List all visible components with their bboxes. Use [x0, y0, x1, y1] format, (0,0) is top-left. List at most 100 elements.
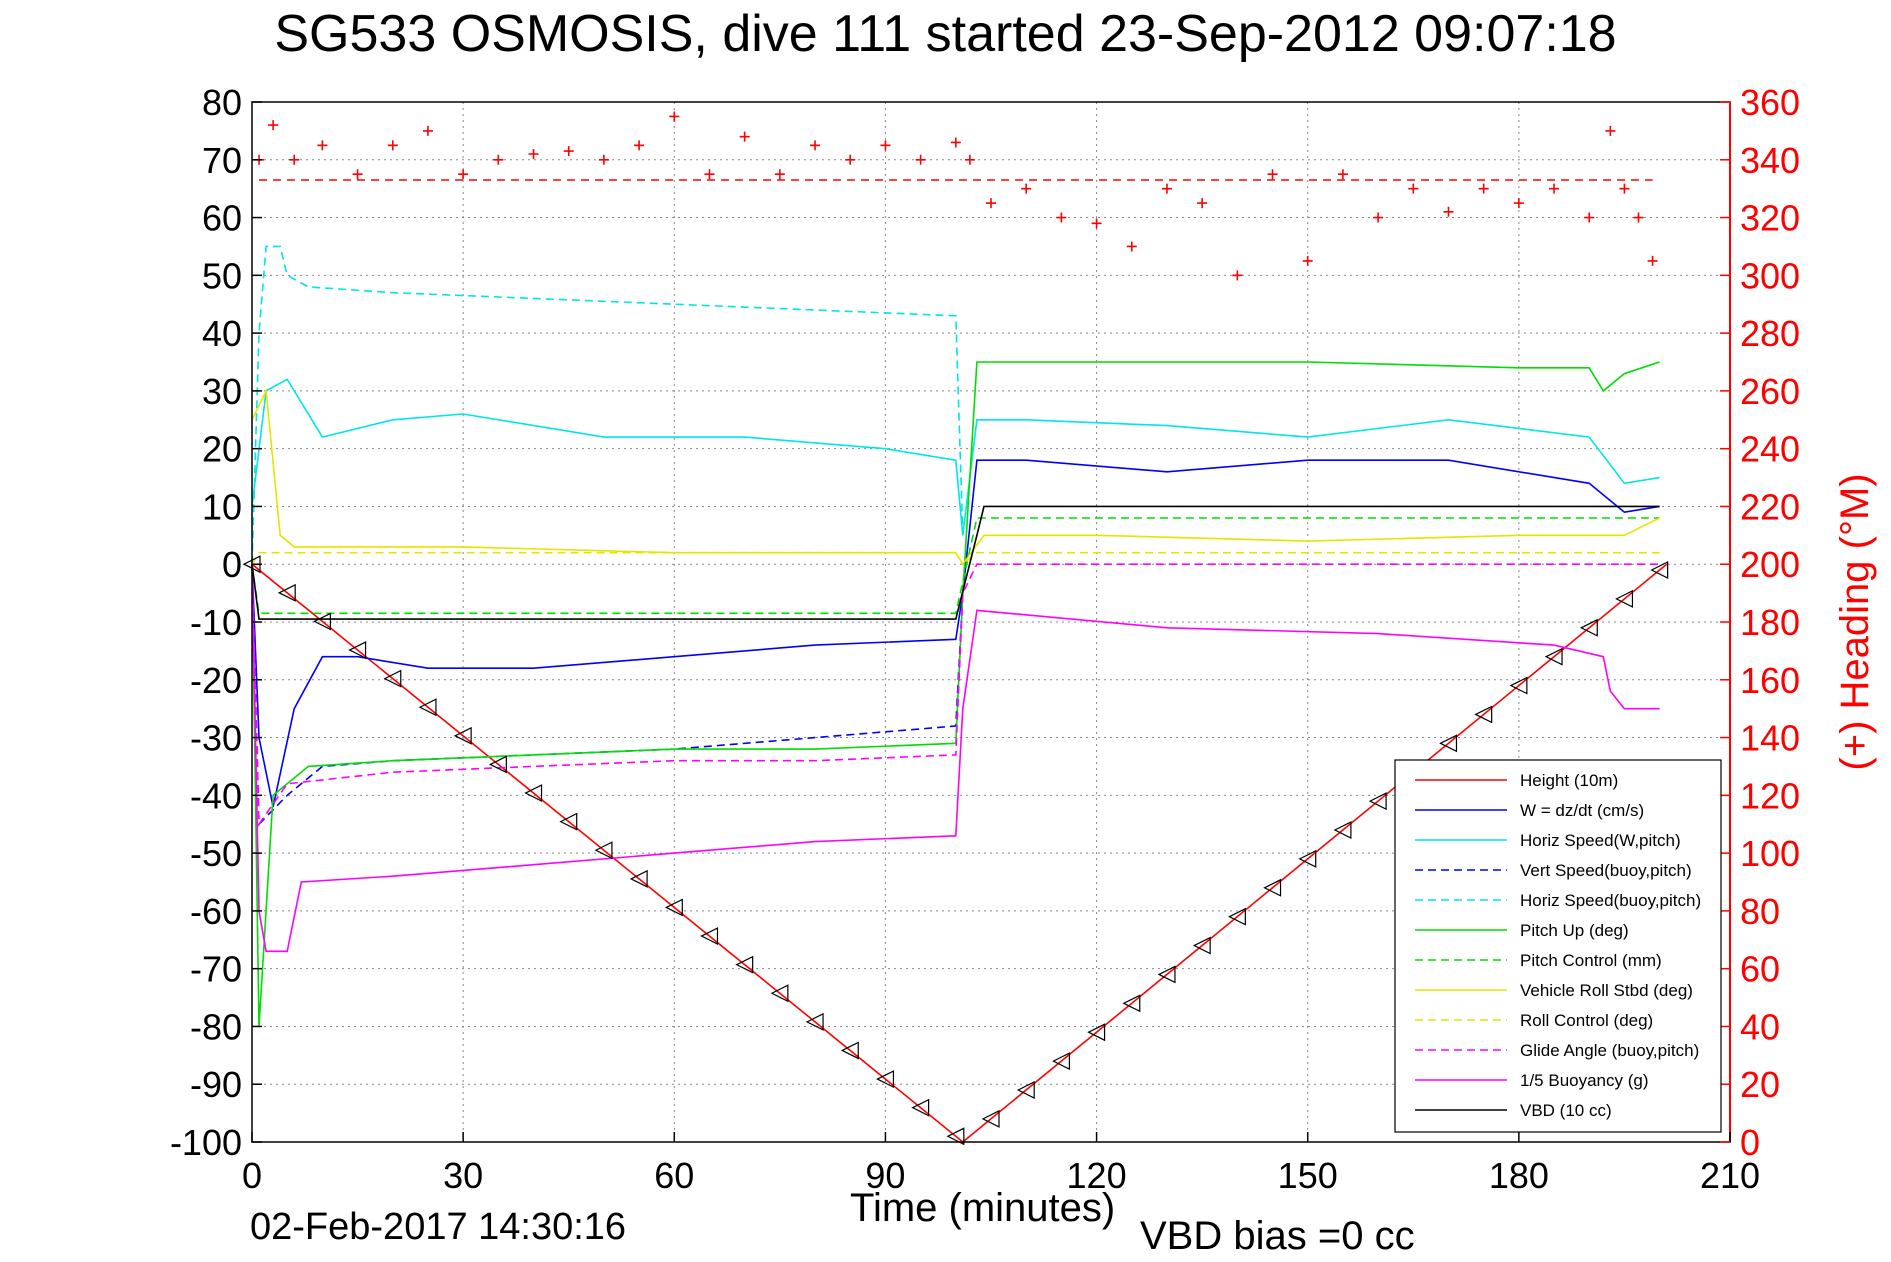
- legend-label: Glide Angle (buoy,pitch): [1520, 1041, 1699, 1060]
- footer-vbd-bias: VBD bias =0 cc: [1140, 1214, 1415, 1258]
- height-marker: [1087, 1023, 1106, 1042]
- height-marker: [1192, 936, 1211, 955]
- y2-tick-label: 220: [1740, 486, 1800, 527]
- heading-point: [528, 149, 539, 159]
- height-marker: [805, 1012, 824, 1031]
- heading-point: [352, 169, 363, 180]
- y2-tick-label: 180: [1740, 602, 1800, 643]
- series-line-7: [251, 388, 1660, 566]
- height-marker: [453, 726, 472, 745]
- heading-point: [1584, 212, 1595, 223]
- height-marker: [840, 1041, 859, 1060]
- legend-label: Pitch Control (mm): [1520, 951, 1662, 970]
- y2-tick-label: 0: [1740, 1122, 1760, 1163]
- height-marker: [1439, 734, 1458, 753]
- height-marker: [1157, 965, 1176, 984]
- x-tick-label: 210: [1700, 1155, 1760, 1196]
- heading-point: [810, 140, 821, 151]
- x-tick-label: 30: [443, 1155, 483, 1196]
- heading-point: [598, 154, 609, 165]
- height-marker: [1509, 676, 1528, 695]
- y2-tick-label: 200: [1740, 544, 1800, 585]
- legend-label: Vert Speed(buoy,pitch): [1520, 861, 1692, 880]
- y-tick-label: -20: [190, 660, 242, 701]
- y2-tick-label: 260: [1740, 371, 1800, 412]
- height-marker: [277, 583, 296, 602]
- height-marker: [1227, 907, 1246, 926]
- heading-point: [1091, 218, 1102, 229]
- heading-point: [422, 125, 433, 136]
- y2-tick-label: 320: [1740, 198, 1800, 239]
- heading-point: [289, 154, 300, 165]
- x-tick-label: 180: [1489, 1155, 1549, 1196]
- series-line-11: [251, 505, 1660, 620]
- heading-point: [964, 154, 975, 165]
- y2-tick-label: 160: [1740, 660, 1800, 701]
- legend-label: W = dz/dt (cm/s): [1520, 801, 1644, 820]
- y-tick-label: 20: [202, 429, 242, 470]
- y2-tick-label: 300: [1740, 255, 1800, 296]
- heading-point: [563, 146, 574, 157]
- height-marker: [1544, 647, 1563, 666]
- series-line-2: [251, 378, 1660, 536]
- series-line-9: [251, 563, 1660, 827]
- y-tick-label: 70: [202, 140, 242, 181]
- heading-point: [1513, 198, 1524, 209]
- height-marker: [981, 1109, 1000, 1128]
- height-marker: [1016, 1081, 1035, 1099]
- height-marker: [1263, 878, 1282, 897]
- heading-point: [268, 120, 279, 131]
- heading-point: [387, 140, 398, 151]
- heading-point: [739, 131, 750, 142]
- x-tick-label: 150: [1278, 1155, 1338, 1196]
- height-marker: [559, 812, 578, 831]
- heading-point: [1478, 183, 1489, 194]
- heading-point: [1549, 183, 1560, 194]
- heading-point: [915, 154, 926, 165]
- heading-point: [1161, 183, 1172, 194]
- height-marker: [700, 927, 719, 946]
- height-marker: [313, 612, 331, 631]
- series-line-1: [251, 459, 1660, 808]
- y2-tick-label: 140: [1740, 718, 1800, 759]
- height-marker: [664, 898, 683, 917]
- y-tick-label: 80: [202, 82, 242, 123]
- series-line-10: [251, 564, 1660, 953]
- height-marker: [524, 784, 543, 803]
- heading-point: [950, 137, 961, 148]
- legend-label: 1/5 Buoyancy (g): [1520, 1071, 1649, 1090]
- heading-point: [669, 111, 680, 122]
- heading-point: [1302, 255, 1313, 266]
- height-marker: [1474, 705, 1493, 724]
- y2-tick-label: 280: [1740, 313, 1800, 354]
- height-marker: [770, 984, 789, 1003]
- height-marker: [1368, 792, 1387, 811]
- x-tick-label: 120: [1067, 1155, 1127, 1196]
- height-marker: [946, 1127, 965, 1146]
- x-tick-label: 0: [242, 1155, 262, 1196]
- chart-title: SG533 OSMOSIS, dive 111 started 23-Sep-2…: [274, 5, 1617, 63]
- heading-point: [493, 154, 504, 165]
- heading-point: [704, 169, 715, 180]
- heading-point: [1232, 270, 1243, 281]
- series-line-8: [251, 551, 1660, 566]
- footer-date: 02-Feb-2017 14:30:16: [250, 1206, 627, 1248]
- y-tick-label: -30: [190, 718, 242, 759]
- height-marker: [1333, 821, 1352, 839]
- y-tick-label: -10: [190, 602, 242, 643]
- heading-point: [1267, 169, 1278, 180]
- height-marker: [1615, 589, 1634, 608]
- heading-point: [1647, 255, 1658, 266]
- y2-axis-label: (+) Heading (°M): [1833, 473, 1877, 770]
- legend-label: Horiz Speed(W,pitch): [1520, 831, 1681, 850]
- height-marker: [1650, 561, 1669, 579]
- heading-point: [845, 154, 856, 165]
- height-marker: [1579, 618, 1598, 637]
- y-tick-label: 60: [202, 198, 242, 239]
- y-tick-label: -50: [190, 833, 242, 874]
- heading-point: [634, 140, 645, 151]
- heading-point: [458, 169, 469, 180]
- heading-point: [1619, 183, 1630, 194]
- heading-point: [1197, 198, 1208, 209]
